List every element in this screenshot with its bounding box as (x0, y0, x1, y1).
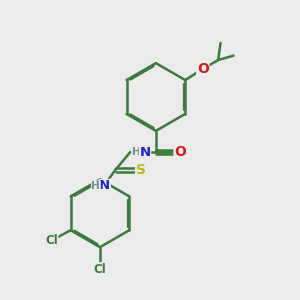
Text: H: H (132, 147, 141, 157)
Text: Cl: Cl (94, 263, 106, 276)
Text: O: O (197, 62, 209, 76)
Text: N: N (99, 179, 110, 192)
Text: O: O (174, 145, 186, 159)
Text: S: S (136, 163, 146, 177)
Text: H: H (92, 181, 100, 191)
Text: N: N (140, 146, 151, 159)
Text: Cl: Cl (45, 234, 58, 247)
